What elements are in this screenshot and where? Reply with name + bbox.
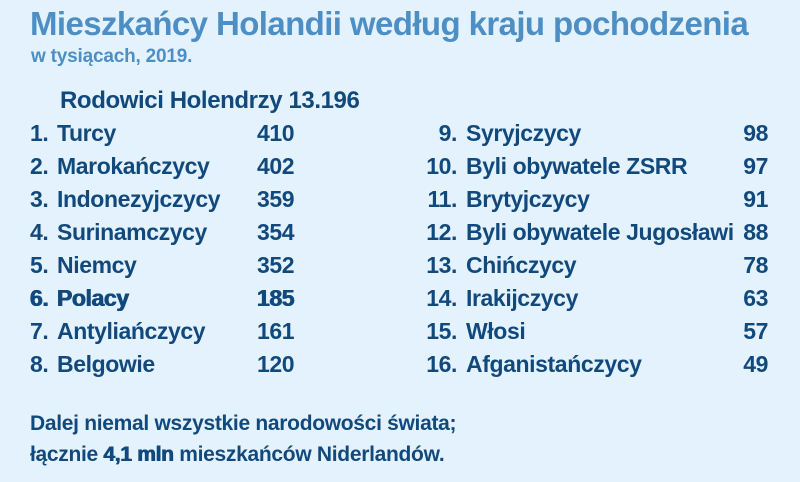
list-item-value: 91: [743, 186, 768, 212]
list-item-rank: 15.: [426, 318, 457, 344]
native-dutch-label: Rodowici Holendrzy: [60, 87, 283, 114]
list-item-name: Afganistańczycy: [466, 351, 642, 377]
list-item: 3. Indonezyjczycy 359: [30, 183, 388, 216]
list-item-rank: 11.: [427, 186, 457, 212]
list-item-value: 359: [257, 186, 295, 212]
list-item-value: 88: [743, 219, 768, 245]
list-item: 8. Belgowie 120: [30, 348, 388, 381]
list-item: 7. Antyliańczycy 161: [30, 315, 388, 348]
list-item: 11. Brytyjczycy 91: [398, 183, 768, 216]
list-item-rank: 8.: [30, 351, 49, 377]
list-item: 9. Syryjczycy 98: [398, 117, 769, 150]
list-item-name: Belgowie: [57, 351, 155, 377]
list-item: 4. Surinamczycy 354: [30, 216, 388, 249]
rows-left: 1. Turcy 410 2. Marokańczycy 402 3. Indonezyjcz…: [30, 117, 388, 381]
list-item-rank: 10.: [426, 153, 457, 179]
list-item: 2. Marokańczycy 402: [30, 150, 388, 183]
footer-line1: Dalej niemal wszystkie narodowości świat…: [30, 412, 457, 435]
rows-right: 9. Syryjczycy 98 10. Byli obywatele ZSRR 97 11…: [398, 117, 768, 381]
list-item-name: Brytyjczycy: [466, 186, 590, 212]
list-item-name: Chińczycy: [466, 252, 577, 278]
list-item: 5. Niemcy 352: [30, 249, 388, 282]
list-item-rank: 3.: [30, 186, 49, 212]
list-item-rank: 4.: [30, 219, 49, 245]
list-item: 12. Byli obywatele Jugosławi 88: [398, 216, 768, 249]
origin-table: Rodowici Holendrzy 13.196 1. Turcy 410 2. Ma…: [30, 84, 768, 381]
page-title: Mieszkańcy Holandii według kraju pochodz…: [30, 5, 749, 42]
list-item-rank: 14.: [426, 285, 457, 311]
list-item-value: 63: [743, 285, 768, 311]
list-item-name: Marokańczycy: [57, 153, 210, 179]
list-item-rank: 13.: [426, 252, 457, 278]
list-item: 6. Polacy 185: [30, 282, 388, 315]
list-item-name: Byli obywatele Jugosławi: [466, 219, 734, 245]
list-item: 13. Chińczycy 78: [398, 249, 768, 282]
list-item-name: Turcy: [57, 120, 116, 146]
list-item-name: Niemcy: [57, 252, 137, 278]
list-item-rank: 5.: [30, 252, 49, 278]
page-subtitle: w tysiącach, 2019.: [31, 46, 193, 67]
footer-line2-prefix: łącznie: [30, 443, 104, 466]
list-item-value: 354: [257, 219, 295, 245]
list-item-name: Syryjczycy: [466, 120, 581, 146]
list-item-rank: 1.: [30, 120, 49, 146]
list-item-value: 98: [743, 120, 768, 146]
list-item-value: 161: [257, 318, 295, 344]
footer-line2-suffix: mieszkańców Niderlandów.: [173, 443, 445, 466]
list-item: 10. Byli obywatele ZSRR 97: [398, 150, 768, 183]
list-item-value: 352: [257, 252, 295, 278]
footer-line2: łącznie 4,1 mln mieszkańców Niderlandów.: [30, 439, 456, 470]
footer-note: Dalej niemal wszystkie narodowości świat…: [30, 408, 457, 470]
list-item-name: Byli obywatele ZSRR: [466, 153, 688, 179]
list-item-rank: 6.: [30, 285, 49, 311]
list-item-value: 97: [743, 153, 768, 179]
list-item: 1. Turcy 410: [30, 117, 388, 150]
list-item-rank: 16.: [426, 351, 457, 377]
list-column-right: 9. Syryjczycy 98 10. Byli obywatele ZSRR 97 11…: [398, 117, 768, 381]
list-item-value: 49: [743, 351, 768, 377]
native-dutch-header: Rodowici Holendrzy 13.196: [30, 84, 388, 117]
list-item-name: Indonezyjczycy: [57, 186, 221, 212]
list-item-value: 78: [743, 252, 768, 278]
list-item-rank: 12.: [426, 219, 457, 245]
list-item-name: Polacy: [57, 285, 129, 311]
list-item-value: 57: [743, 318, 768, 344]
list-item: 15. Włosi 57: [398, 315, 768, 348]
list-item-value: 120: [257, 351, 295, 377]
list-item: 14. Irakijczycy 63: [398, 282, 768, 315]
list-item-name: Surinamczycy: [57, 219, 207, 245]
list-item-value: 185: [257, 285, 295, 311]
list-item-rank: 9.: [438, 120, 458, 146]
list-item-name: Irakijczycy: [466, 285, 578, 311]
native-dutch-value: 13.196: [288, 87, 360, 114]
list-item-rank: 7.: [30, 318, 49, 344]
footer-line2-bold: 4,1 mln: [103, 443, 174, 466]
list-item-value: 410: [257, 120, 295, 146]
list-item-rank: 2.: [30, 153, 49, 179]
list-item: 16. Afganistańczycy 49: [398, 348, 768, 381]
list-item-value: 402: [257, 153, 295, 179]
list-item-name: Włosi: [466, 318, 526, 344]
list-item-name: Antyliańczycy: [57, 318, 206, 344]
list-column-left: Rodowici Holendrzy 13.196 1. Turcy 410 2. Ma…: [30, 84, 388, 381]
